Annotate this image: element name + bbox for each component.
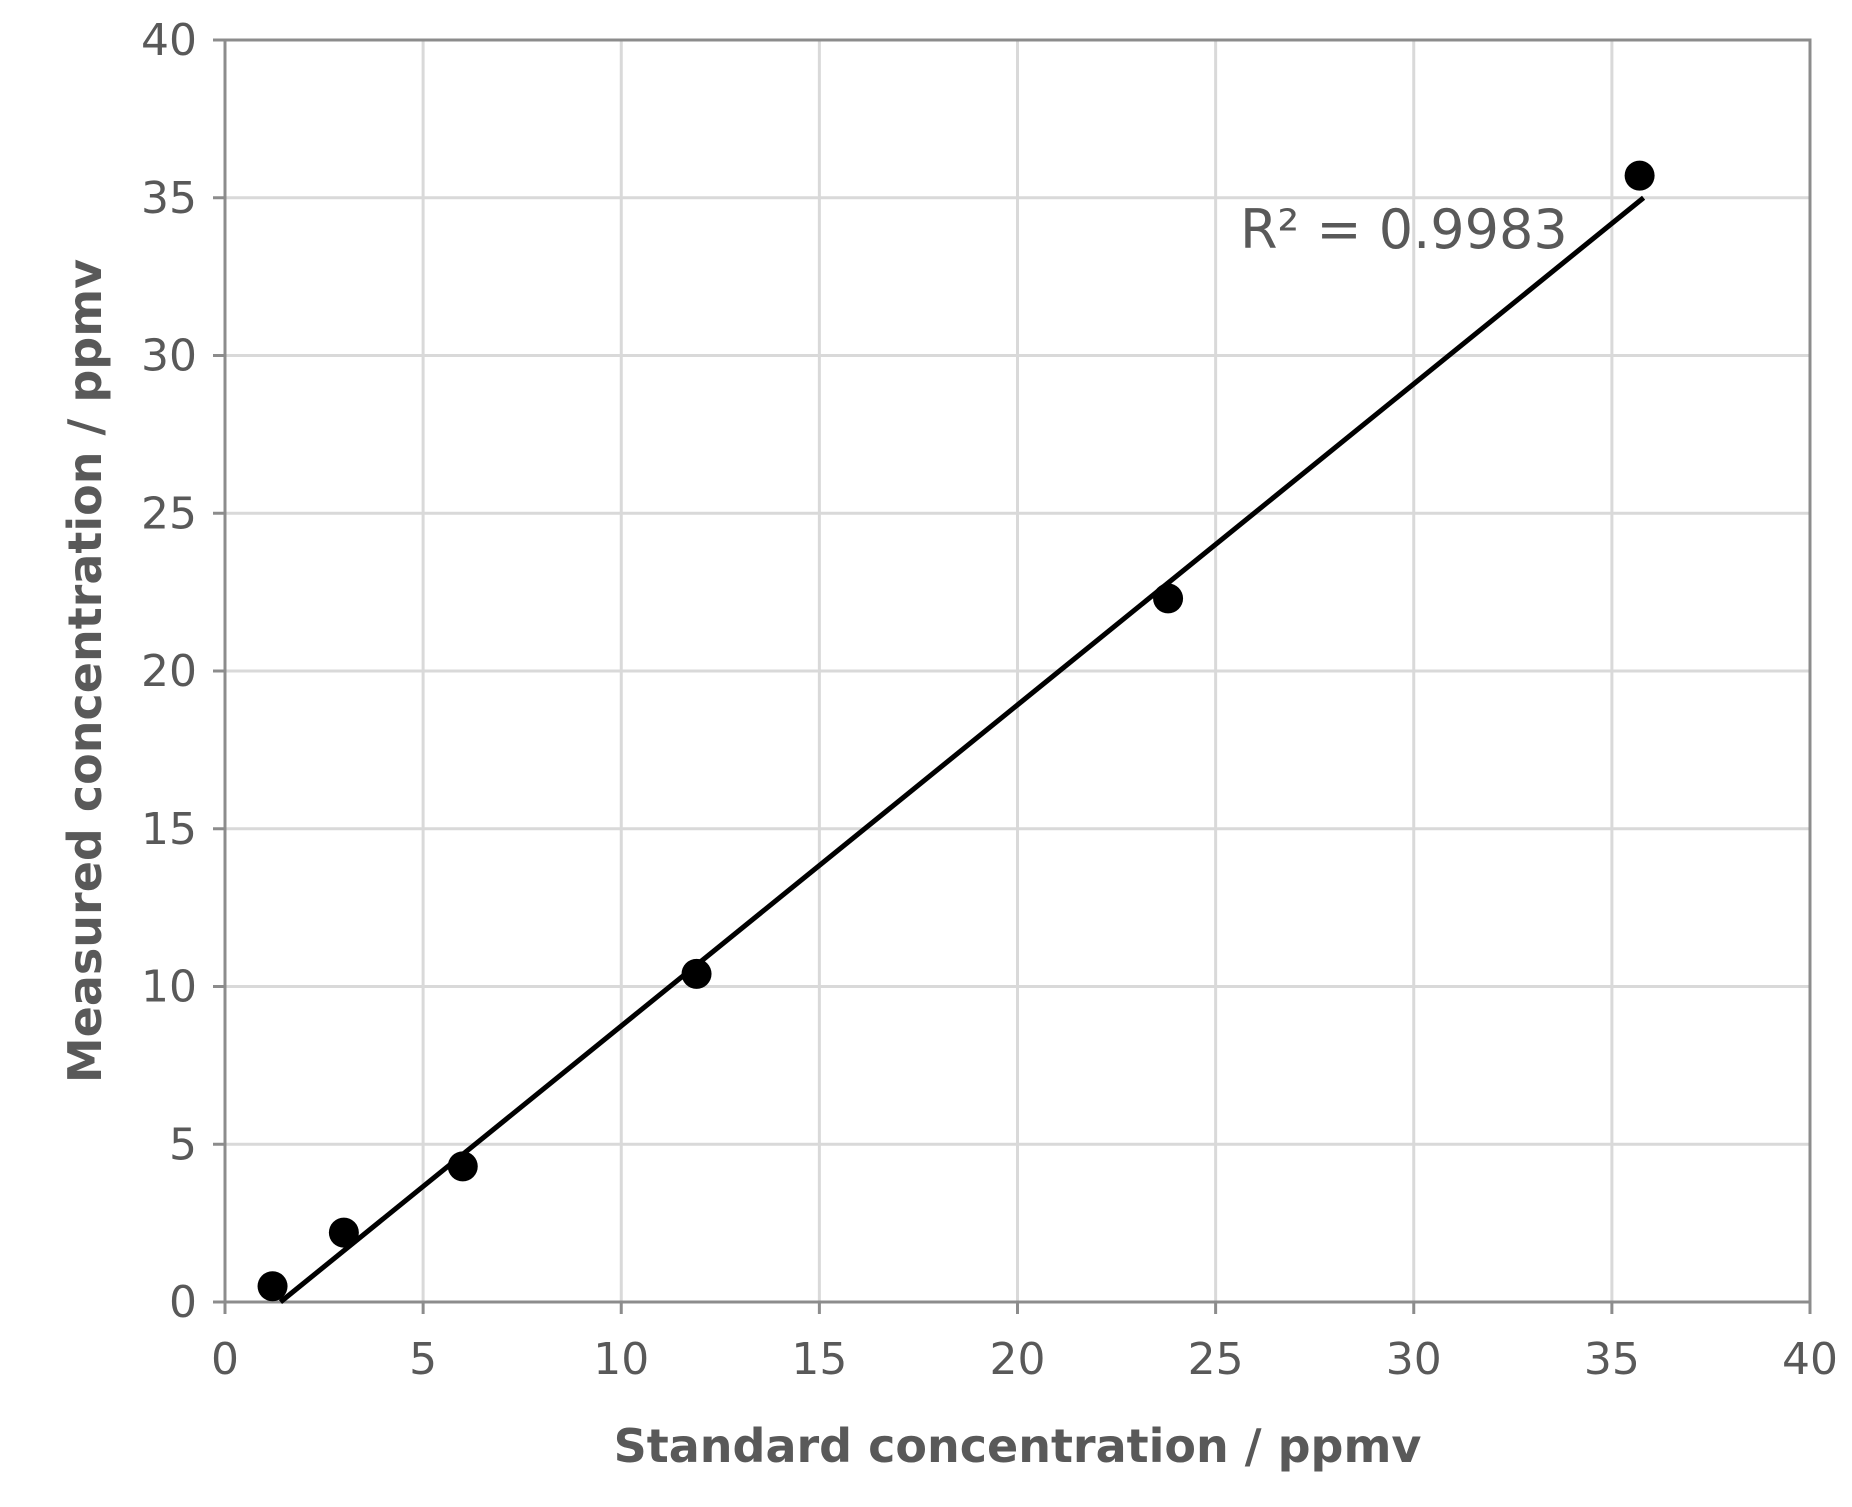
y-tick-label: 5 [169, 1119, 197, 1170]
r-squared-annotation: R² = 0.9983 [1240, 198, 1568, 261]
x-tick-label: 40 [1782, 1334, 1838, 1385]
x-tick-label: 25 [1188, 1334, 1244, 1385]
x-axis-title: Standard concentration / ppmv [614, 1419, 1422, 1473]
y-tick-label: 40 [141, 15, 197, 66]
y-tick-label: 20 [141, 646, 197, 697]
x-tick-label: 15 [791, 1334, 847, 1385]
data-point [257, 1271, 288, 1302]
x-tick-label: 20 [990, 1334, 1046, 1385]
x-tick-label: 0 [211, 1334, 239, 1385]
x-tick-label: 10 [593, 1334, 649, 1385]
data-points [257, 160, 1655, 1302]
x-tick-label: 30 [1386, 1334, 1442, 1385]
y-tick-label: 10 [141, 962, 197, 1013]
data-point [1153, 583, 1184, 614]
x-axis-tick-labels: 0 5 10 15 20 25 30 35 40 [211, 1334, 1838, 1385]
axis-ticks [213, 38, 1812, 1314]
grid [223, 38, 1812, 1304]
data-point [328, 1217, 359, 1248]
y-tick-label: 35 [141, 173, 197, 224]
x-tick-label: 5 [409, 1334, 437, 1385]
data-point [681, 958, 712, 989]
x-tick-label: 35 [1584, 1334, 1640, 1385]
y-tick-label: 25 [141, 488, 197, 539]
y-axis-title: Measured concentration / ppmv [58, 259, 112, 1083]
linear-trendline [278, 195, 1646, 1304]
y-tick-label: 0 [169, 1277, 197, 1328]
y-axis-tick-labels: 0 5 10 15 20 25 30 35 40 [141, 15, 197, 1328]
y-tick-label: 15 [141, 804, 197, 855]
data-point [447, 1151, 478, 1182]
data-point [1624, 160, 1655, 191]
y-tick-label: 30 [141, 331, 197, 382]
